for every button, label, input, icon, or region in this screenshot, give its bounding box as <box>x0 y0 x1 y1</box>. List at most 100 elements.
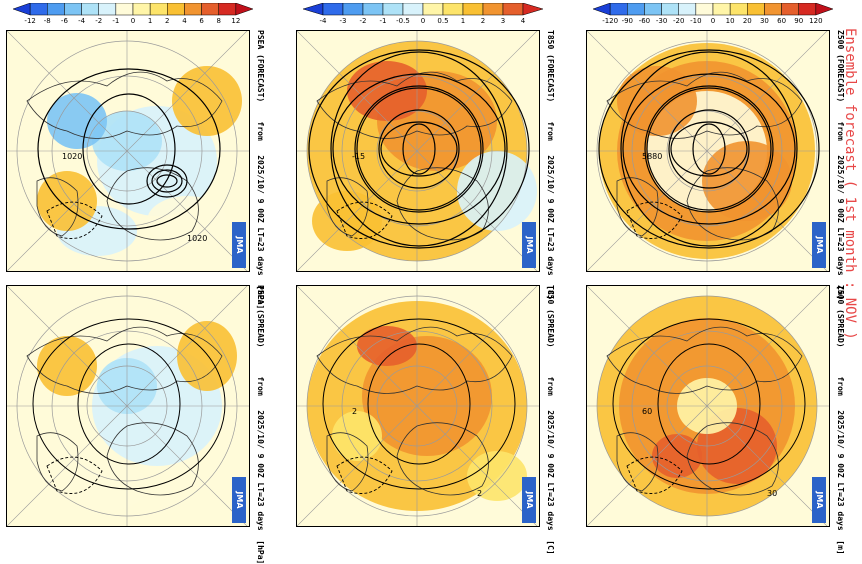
coastline <box>396 422 489 496</box>
meridian-line <box>126 286 248 407</box>
shaded-field <box>47 93 107 149</box>
colorbar-swatch <box>422 3 444 16</box>
contour-line <box>354 85 484 213</box>
colorbar-tick-label: 12 <box>231 17 240 25</box>
colorbar-tick-label: 4 <box>521 17 526 25</box>
colorbar-swatch <box>462 3 484 16</box>
shaded-field <box>357 326 417 366</box>
contour-line <box>37 68 221 230</box>
colorbar-tick-label: 10 <box>726 17 735 25</box>
coastline <box>106 422 199 496</box>
contour-line <box>620 51 798 247</box>
contour-line <box>77 343 181 465</box>
colorbar-tick-label: -10 <box>690 17 701 25</box>
colorbar-swatch <box>29 3 48 16</box>
contour-line <box>644 85 774 213</box>
colorbar-swatch <box>592 3 611 16</box>
dashed-contour <box>336 456 393 494</box>
colorbar-swatch <box>695 3 714 16</box>
colorbar-tick-label: -120 <box>602 17 618 25</box>
colorbar-swatch <box>115 3 134 16</box>
dashed-contour <box>336 201 393 239</box>
contour-line <box>367 343 471 465</box>
jma-logo-text: JMA <box>525 491 534 509</box>
meridian-line <box>7 286 128 407</box>
meridian-line <box>416 286 538 407</box>
coastline <box>26 71 223 139</box>
coastline <box>326 432 369 492</box>
colorbar-tick-label: 1 <box>461 17 465 25</box>
meridian-line <box>587 405 708 526</box>
contour-line <box>402 123 436 175</box>
contour-line <box>598 49 820 249</box>
psea-forecast-title: PSEA (FORECAST) from 2025/10/ 9 00Z LT=2… <box>250 30 272 309</box>
coastline <box>316 71 513 139</box>
contour-label: 1020 <box>187 234 207 243</box>
coastline <box>686 422 779 496</box>
coastline <box>36 432 79 492</box>
t850-spread-map-svg: 22 <box>297 286 539 526</box>
meridian-line <box>297 286 418 407</box>
ensemble-title-text: Ensemble forecast ( 1st month : NOV ) <box>842 28 858 340</box>
t850-spread-map: 2 2 JMA <box>296 285 540 527</box>
colorbar-swatch <box>522 3 544 16</box>
jma-logo: JMA <box>522 477 536 523</box>
colorbar-tick-label: -1 <box>112 17 119 25</box>
meridian-line <box>297 405 418 526</box>
colorbar-tick-label: 4 <box>182 17 187 25</box>
ensemble-title: Ensemble forecast ( 1st month : NOV ) <box>838 0 862 529</box>
dashed-contour <box>46 201 103 239</box>
coastline <box>36 177 79 237</box>
contour-line <box>657 343 761 465</box>
shaded-field <box>37 336 97 396</box>
colorbar-swatch <box>362 3 384 16</box>
colorbar-tick-label: 120 <box>809 17 822 25</box>
meridian-line <box>126 31 248 152</box>
contour-line <box>332 73 506 225</box>
colorbar-swatch <box>302 3 324 16</box>
colorbar-tick-label: 0.5 <box>437 17 448 25</box>
colorbar-tick-label: 0 <box>131 17 135 25</box>
colorbar-tick-label: -1 <box>380 17 387 25</box>
shaded-field <box>147 196 227 246</box>
colorbar-tick-label: 0 <box>421 17 425 25</box>
colorbar-swatch <box>729 3 748 16</box>
shaded-field <box>347 61 427 121</box>
colorbar-swatch <box>402 3 424 16</box>
colorbar-tick-label: 90 <box>794 17 803 25</box>
dashed-contour <box>626 201 683 239</box>
panel-title-text: T850 (SPREAD) from 2025/10/ 9 00Z LT=23 … <box>546 285 555 555</box>
coastline <box>326 177 369 237</box>
colorbar-tick-label: -12 <box>24 17 35 25</box>
meridian-line <box>706 405 828 526</box>
coastline <box>686 167 779 241</box>
dashed-contour <box>626 456 683 494</box>
colorbar-tick-label: 0 <box>711 17 715 25</box>
colorbar-tick-label: -2 <box>95 17 102 25</box>
coastline <box>606 71 803 139</box>
meridian-line <box>706 150 828 271</box>
meridian-line <box>416 31 538 152</box>
colorbar-tick-label: 2 <box>165 17 169 25</box>
contour-line <box>322 318 516 490</box>
colorbar-swatch <box>149 3 168 16</box>
contour-line <box>692 123 726 175</box>
colorbar-swatch <box>382 3 404 16</box>
column-z500: -120 -90 -60 -30 -20 -10 0 10 20 30 60 90 120 5880 JMA… <box>580 0 856 555</box>
contour-line <box>146 164 188 198</box>
coastline <box>396 167 489 241</box>
z500-spread-map: 60 30 JMA <box>586 285 830 527</box>
shaded-field <box>37 171 97 231</box>
colorbar-swatch <box>12 3 31 16</box>
contour-line <box>622 73 796 225</box>
t850-spread-title: T850 (SPREAD) from 2025/10/ 9 00Z LT=23 … <box>540 285 562 555</box>
colorbar-swatch <box>815 3 834 16</box>
colorbar-tick-label: -3 <box>340 17 347 25</box>
meridian-line <box>126 405 248 526</box>
colorbar-swatch <box>482 3 504 16</box>
colorbar-tick-label: -30 <box>656 17 667 25</box>
coastline <box>316 326 513 394</box>
shaded-field <box>177 321 237 391</box>
psea-colorbar-svg: -12 -8 -6 -4 -2 -1 0 1 2 4 6 8 12 <box>12 3 254 25</box>
colorbar-swatch <box>764 3 782 16</box>
